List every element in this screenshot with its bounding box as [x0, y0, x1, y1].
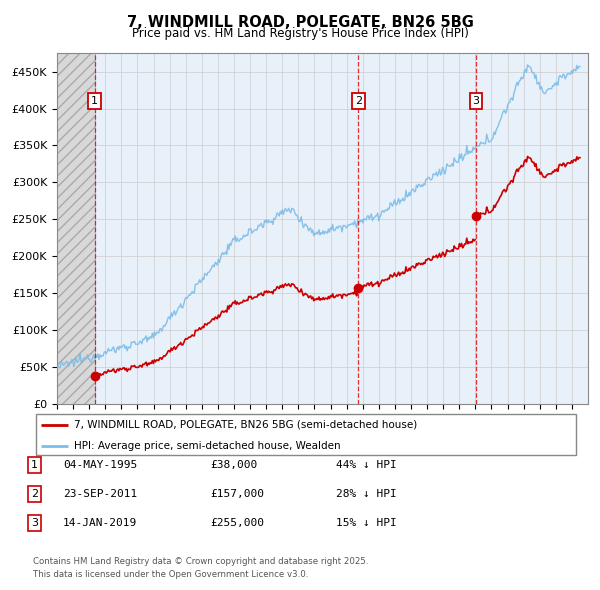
Text: 3: 3: [31, 518, 38, 527]
Text: 1: 1: [31, 460, 38, 470]
FancyBboxPatch shape: [36, 414, 576, 455]
Text: 3: 3: [473, 96, 479, 106]
Text: Contains HM Land Registry data © Crown copyright and database right 2025.: Contains HM Land Registry data © Crown c…: [33, 558, 368, 566]
Text: £255,000: £255,000: [210, 518, 264, 527]
Text: This data is licensed under the Open Government Licence v3.0.: This data is licensed under the Open Gov…: [33, 571, 308, 579]
Text: Price paid vs. HM Land Registry's House Price Index (HPI): Price paid vs. HM Land Registry's House …: [131, 27, 469, 40]
Text: HPI: Average price, semi-detached house, Wealden: HPI: Average price, semi-detached house,…: [74, 441, 341, 451]
Text: 7, WINDMILL ROAD, POLEGATE, BN26 5BG (semi-detached house): 7, WINDMILL ROAD, POLEGATE, BN26 5BG (se…: [74, 419, 417, 430]
Text: 44% ↓ HPI: 44% ↓ HPI: [336, 460, 397, 470]
Text: 23-SEP-2011: 23-SEP-2011: [63, 489, 137, 499]
Text: £157,000: £157,000: [210, 489, 264, 499]
Bar: [57, 53, 95, 404]
Text: 14-JAN-2019: 14-JAN-2019: [63, 518, 137, 527]
Text: 15% ↓ HPI: 15% ↓ HPI: [336, 518, 397, 527]
Text: 04-MAY-1995: 04-MAY-1995: [63, 460, 137, 470]
Text: 2: 2: [355, 96, 362, 106]
Text: £38,000: £38,000: [210, 460, 257, 470]
Text: 7, WINDMILL ROAD, POLEGATE, BN26 5BG: 7, WINDMILL ROAD, POLEGATE, BN26 5BG: [127, 15, 473, 30]
Text: 2: 2: [31, 489, 38, 499]
Text: 28% ↓ HPI: 28% ↓ HPI: [336, 489, 397, 499]
Text: 1: 1: [91, 96, 98, 106]
